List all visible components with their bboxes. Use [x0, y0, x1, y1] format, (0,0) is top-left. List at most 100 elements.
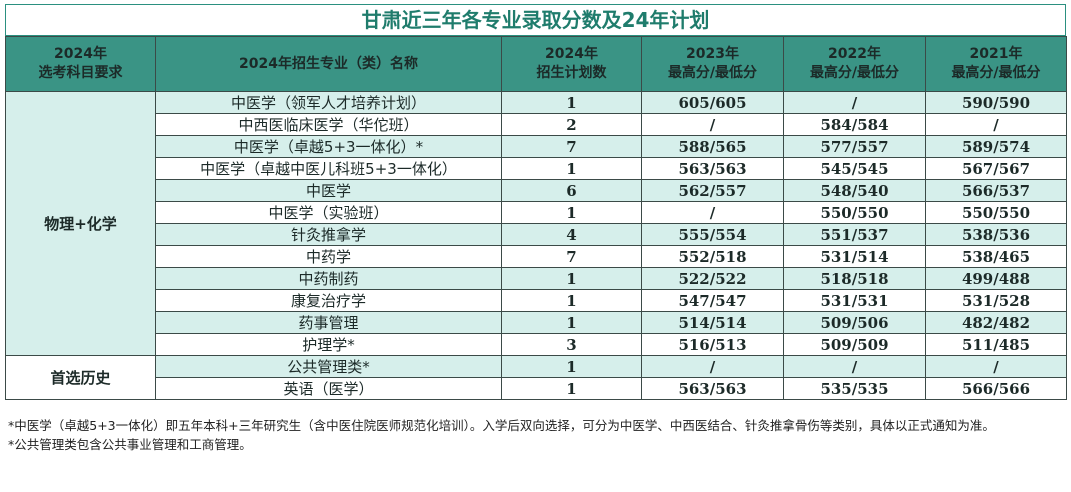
plan-cell: 7 [501, 245, 642, 268]
major-cell: 护理学* [155, 333, 502, 356]
plan-cell: 1 [501, 267, 642, 290]
major-cell: 中西医临床医学（华佗班） [155, 113, 502, 136]
plan-cell: 3 [501, 333, 642, 356]
score-2022-cell: 509/506 [783, 311, 926, 334]
score-2023-cell: 605/605 [641, 91, 784, 114]
score-2022-cell: 550/550 [783, 201, 926, 224]
header-row: 2024年 选考科目要求 2024年招生专业（类）名称 2024年 招生计划数 … [5, 36, 1067, 92]
score-2021-cell: 566/537 [925, 179, 1067, 202]
header-plan: 2024年 招生计划数 [501, 36, 642, 92]
header-2023-line2: 最高分/最低分 [667, 65, 758, 81]
score-2021-cell: 550/550 [925, 201, 1067, 224]
footnotes: *中医学（卓越5+3一体化）即五年本科+三年研究生（含中医住院医师规范化培训）。… [8, 416, 1066, 454]
score-2021-cell: 567/567 [925, 157, 1067, 180]
header-plan-line2: 招生计划数 [536, 65, 607, 81]
table-row: 英语（医学） 1 563/563 535/535 566/566 [6, 377, 1067, 400]
table-row: 康复治疗学 1 547/547 531/531 531/528 [6, 289, 1067, 312]
table-row: 中医学（卓越中医儿科班5+3一体化） 1 563/563 545/545 567/567 [6, 157, 1067, 180]
major-cell: 英语（医学） [155, 377, 502, 400]
table-body: 物理+化学 中医学（领军人才培养计划） 1 605/605/590/590 中西医临床医… [5, 91, 1067, 400]
table-row: 护理学* 3 516/513 509/509 511/485 [6, 333, 1067, 356]
table-row: 中医学（实验班） 1/550/550 550/550 [6, 201, 1067, 224]
major-cell: 中医学（卓越中医儿科班5+3一体化） [155, 157, 502, 180]
header-major: 2024年招生专业（类）名称 [155, 36, 502, 92]
score-2022-cell: 577/557 [783, 135, 926, 158]
score-2021-cell: 590/590 [925, 91, 1067, 114]
score-2023-cell: / [641, 113, 784, 136]
score-2021-cell: 511/485 [925, 333, 1067, 356]
major-cell: 中药学 [155, 245, 502, 268]
score-2023-cell: 547/547 [641, 289, 784, 312]
score-2023-cell: 555/554 [641, 223, 784, 246]
score-2022-cell: 584/584 [783, 113, 926, 136]
score-2023-cell: 514/514 [641, 311, 784, 334]
score-2023-cell: / [641, 355, 784, 378]
plan-cell: 2 [501, 113, 642, 136]
table-title: 甘肃近三年各专业录取分数及24年计划 [5, 4, 1066, 36]
score-2022-cell: 531/531 [783, 289, 926, 312]
header-subject-req-line2: 选考科目要求 [38, 65, 123, 81]
table-row: 针灸推拿学 4 555/554 551/537 538/536 [6, 223, 1067, 246]
table-row: 中医学 6 562/557 548/540 566/537 [6, 179, 1067, 202]
major-cell: 中医学（卓越5+3一体化）* [155, 135, 502, 158]
header-plan-line1: 2024年 [545, 46, 598, 62]
plan-cell: 1 [501, 377, 642, 400]
plan-cell: 7 [501, 135, 642, 158]
table-row: 中医学（卓越5+3一体化）* 7 588/565 577/557 589/574 [6, 135, 1067, 158]
header-2023: 2023年 最高分/最低分 [641, 36, 784, 92]
plan-cell: 1 [501, 157, 642, 180]
plan-cell: 1 [501, 311, 642, 334]
score-2022-cell: 551/537 [783, 223, 926, 246]
plan-cell: 1 [501, 91, 642, 114]
header-subject-req: 2024年 选考科目要求 [5, 36, 156, 92]
score-2022-cell: / [783, 355, 926, 378]
header-2022-line2: 最高分/最低分 [809, 65, 900, 81]
major-cell: 康复治疗学 [155, 289, 502, 312]
score-2021-cell: / [925, 355, 1067, 378]
score-2021-cell: 531/528 [925, 289, 1067, 312]
score-2022-cell: / [783, 91, 926, 114]
score-2022-cell: 545/545 [783, 157, 926, 180]
header-2022-line1: 2022年 [828, 46, 881, 62]
footnote-2: *公共管理类包含公共事业管理和工商管理。 [8, 437, 252, 452]
table-row: 中药制药 1 522/522 518/518 499/488 [6, 267, 1067, 290]
score-2021-cell: 538/536 [925, 223, 1067, 246]
plan-cell: 1 [501, 289, 642, 312]
major-cell: 中医学（领军人才培养计划） [155, 91, 502, 114]
score-2021-cell: 589/574 [925, 135, 1067, 158]
plan-cell: 4 [501, 223, 642, 246]
score-2021-cell: 566/566 [925, 377, 1067, 400]
score-2021-cell: 499/488 [925, 267, 1067, 290]
admission-table: 2024年 选考科目要求 2024年招生专业（类）名称 2024年 招生计划数 … [5, 36, 1067, 400]
plan-cell: 1 [501, 201, 642, 224]
score-2023-cell: 552/518 [641, 245, 784, 268]
score-2023-cell: 522/522 [641, 267, 784, 290]
table-row: 中药学 7 552/518 531/514 538/465 [6, 245, 1067, 268]
subject-group-label: 首选历史 [5, 355, 156, 400]
score-2023-cell: / [641, 201, 784, 224]
score-2021-cell: 482/482 [925, 311, 1067, 334]
table-row: 中西医临床医学（华佗班） 2/584/584/ [6, 113, 1067, 136]
header-2021-line2: 最高分/最低分 [951, 65, 1041, 81]
table-row: 物理+化学 中医学（领军人才培养计划） 1 605/605/590/590 [5, 91, 1067, 356]
header-2021: 2021年 最高分/最低分 [925, 36, 1067, 92]
table-row: 首选历史 公共管理类* 1// / [5, 355, 1067, 400]
major-cell: 中医学（实验班） [155, 201, 502, 224]
major-cell: 中医学 [155, 179, 502, 202]
subject-group-label: 物理+化学 [5, 91, 156, 356]
score-2023-cell: 563/563 [641, 157, 784, 180]
footnote-1: *中医学（卓越5+3一体化）即五年本科+三年研究生（含中医住院医师规范化培训）。… [8, 418, 995, 433]
plan-cell: 1 [501, 355, 642, 378]
score-2021-cell: / [925, 113, 1067, 136]
score-2021-cell: 538/465 [925, 245, 1067, 268]
score-2022-cell: 531/514 [783, 245, 926, 268]
header-2021-line1: 2021年 [969, 46, 1023, 62]
score-2022-cell: 518/518 [783, 267, 926, 290]
major-cell: 公共管理类* [155, 355, 502, 378]
score-2022-cell: 535/535 [783, 377, 926, 400]
header-2022: 2022年 最高分/最低分 [783, 36, 926, 92]
score-2023-cell: 588/565 [641, 135, 784, 158]
header-subject-req-line1: 2024年 [54, 46, 107, 62]
major-cell: 药事管理 [155, 311, 502, 334]
score-2023-cell: 563/563 [641, 377, 784, 400]
